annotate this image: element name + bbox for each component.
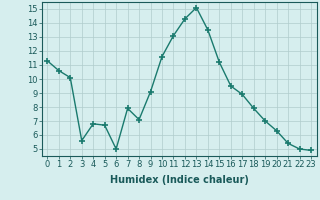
X-axis label: Humidex (Indice chaleur): Humidex (Indice chaleur)	[110, 175, 249, 185]
